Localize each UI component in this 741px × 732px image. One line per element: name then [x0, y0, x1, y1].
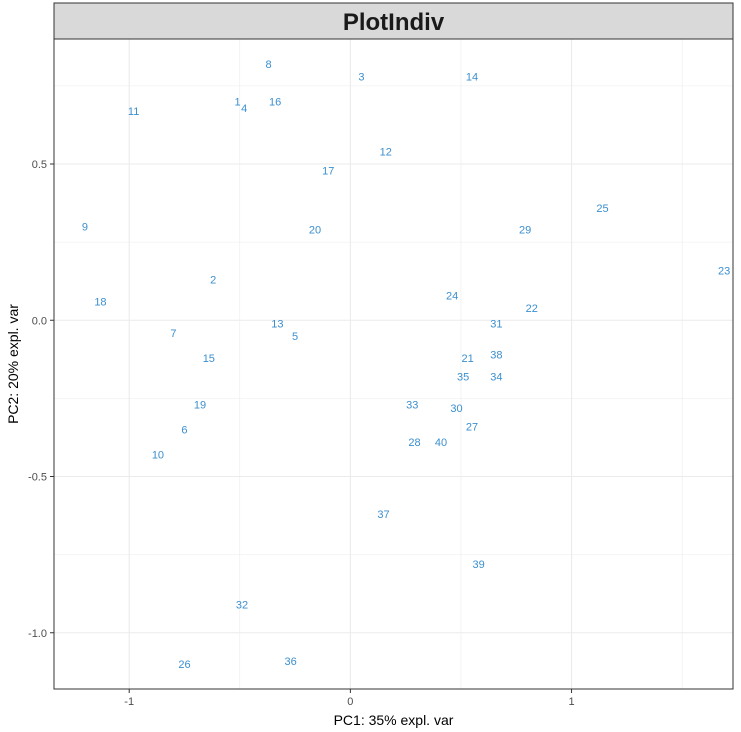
point-label: 12: [380, 147, 392, 159]
x-axis-title: PC1: 35% expl. var: [334, 712, 454, 728]
point-label: 27: [466, 422, 478, 434]
x-tick-label: 0: [347, 696, 353, 708]
point-label: 15: [203, 353, 215, 365]
y-tick-label: 0.5: [32, 159, 47, 171]
axis-ticks: -1 0 1 -1.0 -0.5 0.0 0.5: [28, 159, 575, 708]
point-label: 1: [235, 97, 241, 109]
grid-lines: [54, 39, 733, 689]
point-label: 14: [466, 72, 478, 84]
point-label: 10: [152, 450, 164, 462]
point-label: 35: [457, 372, 469, 384]
point-label: 21: [461, 353, 473, 365]
point-label: 23: [718, 265, 730, 277]
y-axis-title: PC2: 20% expl. var: [5, 304, 21, 424]
y-tick-label: -1.0: [28, 628, 47, 640]
point-label: 5: [292, 331, 298, 343]
plot-panel-border: [53, 38, 734, 690]
point-label: 3: [358, 72, 364, 84]
point-label: 24: [446, 290, 458, 302]
point-label: 18: [94, 297, 106, 309]
point-label: 17: [322, 165, 334, 177]
point-label: 19: [194, 400, 206, 412]
point-label: 13: [271, 318, 283, 330]
point-label: 22: [526, 303, 538, 315]
x-tick-label: -1: [124, 696, 134, 708]
point-label: 34: [490, 372, 502, 384]
plot-panel-background: [54, 39, 733, 689]
point-label: 31: [490, 318, 502, 330]
point-label: 8: [265, 59, 271, 71]
point-label: 28: [408, 437, 420, 449]
point-label: 4: [241, 103, 247, 115]
y-tick-label: -0.5: [28, 472, 47, 484]
point-label: 39: [473, 559, 485, 571]
point-label: 30: [450, 403, 462, 415]
point-labels: 1234567891011121314151617181920212223242…: [82, 59, 730, 671]
point-label: 29: [519, 225, 531, 237]
point-label: 32: [236, 600, 248, 612]
point-label: 2: [210, 275, 216, 287]
point-label: 36: [285, 656, 297, 668]
point-label: 33: [406, 400, 418, 412]
y-tick-label: 0.0: [32, 315, 47, 327]
point-label: 11: [128, 106, 139, 118]
point-label: 20: [309, 225, 321, 237]
point-label: 38: [490, 350, 502, 362]
facet-strip-background: [53, 2, 734, 40]
point-label: 9: [82, 222, 88, 234]
point-label: 25: [596, 203, 608, 215]
facet-strip: PlotIndiv: [53, 2, 734, 40]
point-label: 6: [181, 425, 187, 437]
x-tick-label: 1: [568, 696, 574, 708]
point-label: 16: [269, 97, 281, 109]
point-label: 37: [377, 509, 389, 521]
point-label: 7: [170, 328, 176, 340]
chart-title: PlotIndiv: [343, 9, 445, 36]
point-label: 26: [178, 659, 190, 671]
point-label: 40: [435, 437, 447, 449]
